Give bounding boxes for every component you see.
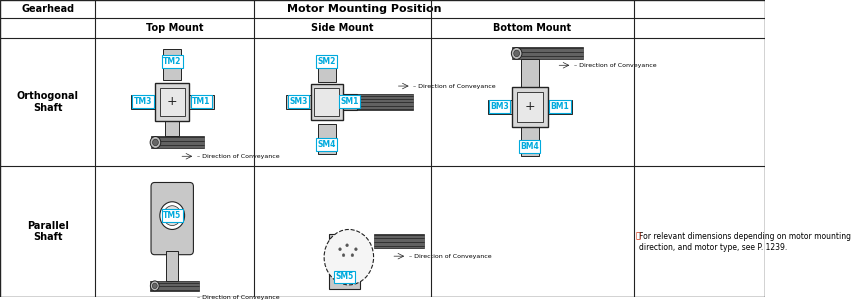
Bar [316, 55, 338, 68]
Text: +: + [167, 95, 178, 108]
Circle shape [152, 139, 158, 146]
Text: SM2: SM2 [318, 57, 336, 66]
Bar [191, 95, 212, 108]
Bar [517, 92, 543, 122]
Circle shape [152, 283, 158, 289]
Text: Gearhead: Gearhead [21, 4, 74, 14]
Bar [151, 136, 204, 148]
Text: TM1: TM1 [192, 98, 210, 106]
Text: Parallel
Shaft: Parallel Shaft [27, 220, 68, 242]
Bar [329, 234, 360, 289]
Circle shape [511, 47, 522, 59]
Text: – Direction of Conveyance: – Direction of Conveyance [574, 63, 656, 68]
Text: For relevant dimensions depending on motor mounting
direction, and motor type, s: For relevant dimensions depending on mot… [638, 232, 850, 252]
Bar [155, 83, 189, 121]
Bar [316, 138, 338, 151]
Circle shape [150, 136, 161, 148]
Bar [343, 94, 357, 110]
Text: BM3: BM3 [490, 102, 509, 111]
Bar [0, 18, 765, 38]
Circle shape [324, 230, 373, 285]
Bar [0, 38, 95, 297]
Bar [189, 95, 214, 109]
Bar [166, 251, 178, 281]
Bar [318, 61, 336, 82]
Bar [314, 88, 339, 116]
Bar [288, 95, 309, 108]
Bar [343, 94, 413, 110]
Text: Top Mount: Top Mount [146, 23, 204, 33]
Text: SM1: SM1 [340, 98, 359, 106]
Circle shape [514, 50, 520, 57]
Bar [520, 140, 540, 153]
Bar [488, 100, 512, 114]
FancyBboxPatch shape [151, 182, 193, 255]
Text: – Direction of Conveyance: – Direction of Conveyance [413, 84, 496, 88]
Text: – Direction of Conveyance: – Direction of Conveyance [409, 254, 492, 259]
Bar [318, 124, 336, 154]
Text: ⓘ: ⓘ [636, 231, 641, 240]
Bar [339, 95, 360, 108]
Bar [132, 95, 153, 108]
Bar [512, 87, 547, 127]
Bar [151, 281, 199, 291]
Text: – Direction of Conveyance: – Direction of Conveyance [197, 154, 280, 159]
Text: SM3: SM3 [289, 98, 307, 106]
Bar [286, 95, 311, 109]
Bar [160, 88, 184, 116]
Text: BM4: BM4 [520, 142, 540, 151]
Circle shape [151, 281, 159, 291]
Bar [333, 271, 355, 284]
Bar [165, 121, 179, 136]
Circle shape [342, 254, 345, 257]
Bar [373, 234, 424, 248]
Bar [162, 209, 183, 222]
Text: SM4: SM4 [318, 140, 336, 149]
Bar [634, 38, 765, 166]
Text: BM1: BM1 [551, 102, 569, 111]
Text: TM2: TM2 [163, 57, 181, 66]
Circle shape [160, 202, 184, 230]
Bar [521, 59, 539, 87]
Text: – Direction of Conveyance: – Direction of Conveyance [197, 295, 280, 300]
Text: +: + [525, 100, 535, 113]
Bar [547, 100, 572, 114]
Bar [0, 0, 765, 18]
Bar [512, 47, 583, 59]
Bar [164, 50, 181, 80]
Bar [549, 100, 571, 113]
Circle shape [346, 244, 348, 247]
Text: TM5: TM5 [163, 211, 181, 220]
Text: TM3: TM3 [134, 98, 152, 106]
Text: SM5: SM5 [335, 272, 353, 281]
Circle shape [339, 248, 341, 251]
Circle shape [351, 254, 353, 257]
Text: Bottom Mount: Bottom Mount [494, 23, 572, 33]
Text: Side Mount: Side Mount [312, 23, 374, 33]
Text: Orthogonal
Shaft: Orthogonal Shaft [16, 91, 79, 113]
Bar [311, 84, 343, 120]
Bar [634, 166, 765, 297]
Bar [162, 55, 183, 68]
Circle shape [164, 206, 181, 226]
Bar [489, 100, 510, 113]
Bar [521, 127, 539, 156]
Circle shape [354, 248, 358, 251]
Bar [131, 95, 155, 109]
Text: Motor Mounting Position: Motor Mounting Position [288, 4, 442, 14]
